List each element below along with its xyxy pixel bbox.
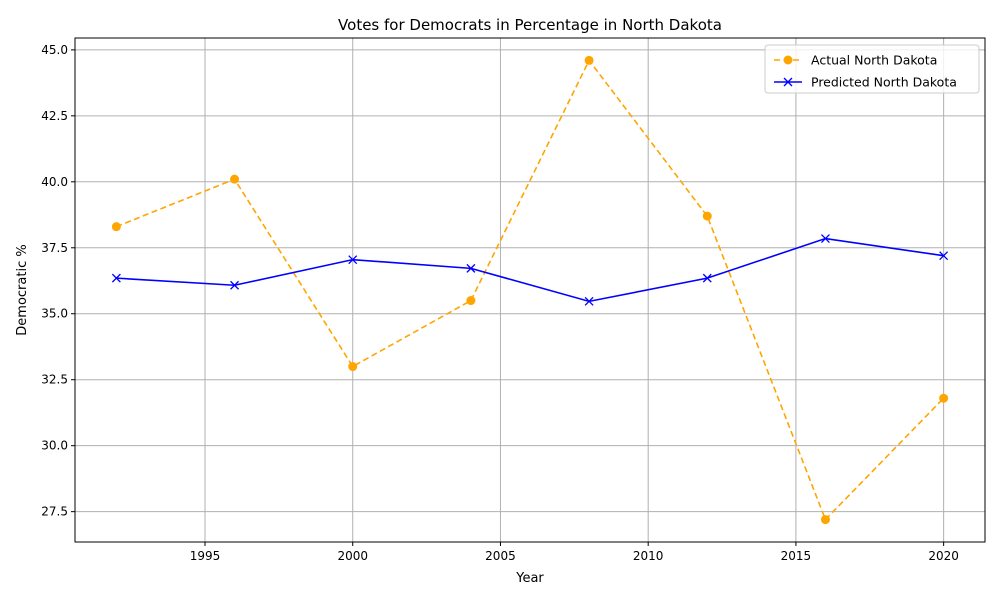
x-axis-title: Year	[515, 571, 544, 586]
data-point	[820, 234, 830, 244]
data-point	[111, 222, 121, 232]
data-point	[111, 273, 121, 283]
legend-marker	[783, 55, 793, 65]
plot-frame	[74, 37, 986, 543]
legend-box	[764, 44, 980, 94]
series-line	[116, 58, 945, 522]
y-tick-label: 35.0	[41, 307, 68, 321]
y-tick-label: 32.5	[41, 373, 68, 387]
series-actual-north-dakota	[111, 55, 949, 525]
y-tick-label: 37.5	[41, 241, 68, 255]
legend-entry: Actual North Dakota	[774, 53, 937, 68]
x-tick-label: 2005	[485, 549, 516, 563]
x-tick-label: 2020	[928, 549, 959, 563]
y-tick-label: 45.0	[41, 43, 68, 57]
data-point	[702, 211, 712, 221]
x-axis: 1995 2000 2005 2010 2015 2020	[190, 542, 959, 563]
legend-label: Actual North Dakota	[811, 53, 937, 68]
data-point	[820, 515, 830, 525]
x-tick-label: 2000	[337, 549, 368, 563]
grid	[75, 38, 985, 542]
y-tick-label: 27.5	[41, 505, 68, 519]
data-point	[466, 296, 476, 306]
data-point	[348, 362, 358, 372]
y-tick-label: 30.0	[41, 439, 68, 453]
y-tick-label: 40.0	[41, 175, 68, 189]
chart-title: Votes for Democrats in Percentage in Nor…	[338, 16, 722, 34]
data-point	[348, 255, 358, 265]
data-point	[584, 296, 594, 306]
y-axis-title: Democratic %	[15, 244, 30, 335]
legend-label: Predicted North Dakota	[811, 75, 957, 90]
legend: Actual North Dakota Predicted North Dakot…	[764, 44, 980, 94]
data-point	[939, 393, 949, 403]
data-point	[230, 280, 240, 290]
x-tick-label: 1995	[190, 549, 221, 563]
y-tick-label: 42.5	[41, 109, 68, 123]
x-tick-label: 2015	[781, 549, 812, 563]
data-point	[230, 174, 240, 184]
legend-entry: Predicted North Dakota	[774, 75, 957, 90]
data-point	[939, 251, 949, 261]
x-tick-label: 2010	[633, 549, 664, 563]
series-line	[116, 237, 944, 303]
series-predicted-north-dakota	[111, 234, 949, 306]
legend-marker	[783, 77, 793, 87]
y-axis: 27.5 30.0 32.5 35.0 37.5 40.0 42.5 45.0	[41, 43, 75, 519]
data-point	[702, 273, 712, 283]
data-point	[584, 55, 594, 65]
data-point	[466, 263, 476, 273]
series-layer	[111, 55, 949, 525]
